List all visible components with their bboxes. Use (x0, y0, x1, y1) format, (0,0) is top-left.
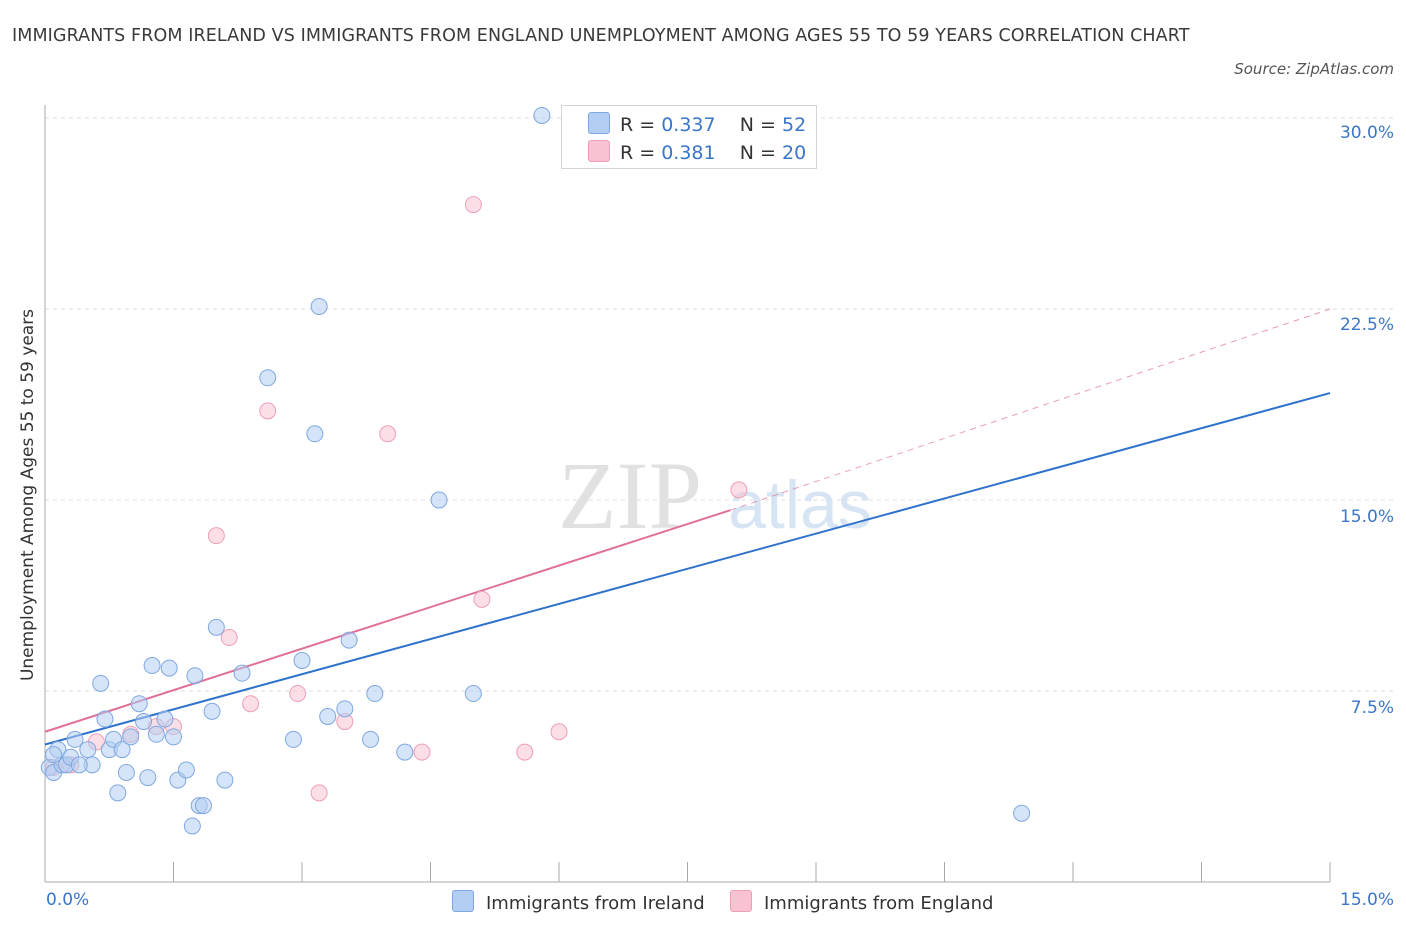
ireland-point (156, 710, 174, 728)
ireland-point (362, 730, 380, 748)
ireland-n-value: 52 (782, 114, 807, 136)
ireland-point (92, 674, 110, 692)
ireland-point (203, 702, 221, 720)
ireland-point (319, 707, 337, 725)
legend-item-ireland[interactable]: Immigrants from Ireland (452, 890, 705, 914)
legend-row-ireland: R = 0.337 N = 52 (588, 112, 806, 136)
england-point (730, 481, 748, 499)
ireland-point (45, 746, 63, 764)
england-point (550, 723, 568, 741)
ireland-point (194, 797, 212, 815)
england-point (516, 743, 534, 761)
ireland-point (117, 763, 135, 781)
england-point (413, 743, 431, 761)
england-point (473, 590, 491, 608)
england-trend-extension (730, 308, 1331, 511)
england-r-value: 0.381 (661, 142, 716, 164)
ireland-point (233, 664, 251, 682)
ireland-point (113, 741, 131, 759)
ireland-swatch (588, 112, 610, 134)
england-point (310, 784, 328, 802)
ireland-point (165, 728, 182, 746)
y-tick-label: 7.5% (1350, 698, 1394, 718)
legend-item-england[interactable]: Immigrants from England (730, 890, 993, 914)
correlation-legend: R = 0.337 N = 52 R = 0.381 N = 20 (561, 105, 817, 169)
ireland-point (430, 491, 448, 509)
ireland-trend-line (44, 392, 1331, 746)
y-tick-label: 22.5% (1339, 315, 1394, 335)
ireland-point (183, 817, 201, 835)
y-tick-label: 15.0% (1339, 507, 1394, 527)
ireland-point (464, 685, 482, 703)
ireland-point (284, 730, 302, 748)
ireland-point (66, 730, 84, 748)
chart-title: IMMIGRANTS FROM IRELAND VS IMMIGRANTS FR… (12, 26, 1190, 46)
ireland-point (216, 771, 234, 789)
ireland-point (70, 756, 88, 774)
ireland-point (186, 667, 204, 685)
ireland-point (396, 743, 414, 761)
ireland-point (259, 369, 277, 387)
england-point (207, 527, 225, 545)
ireland-point (96, 710, 114, 728)
ireland-point (147, 725, 165, 743)
ireland-point (160, 659, 178, 677)
source-label: Source: ZipAtlas.com (1234, 60, 1394, 78)
x-tick-label: 15.0% (1340, 890, 1395, 910)
watermark-zip: ZIP (558, 442, 702, 549)
ireland-point (135, 713, 153, 731)
england-n-value: 20 (782, 142, 807, 164)
ireland-point (340, 631, 358, 649)
england-point (220, 629, 238, 647)
ireland-point (79, 741, 97, 759)
england-point (379, 425, 397, 443)
ireland-point (177, 761, 195, 779)
ireland-point (139, 769, 157, 787)
england-legend-swatch (730, 890, 752, 912)
ireland-point (306, 425, 324, 443)
ireland-point (109, 784, 127, 802)
y-axis-label: Unemployment Among Ages 55 to 59 years (18, 308, 38, 682)
ireland-legend-swatch (452, 890, 474, 912)
england-point (242, 695, 260, 713)
grid-layer (45, 117, 1395, 692)
ireland-point (143, 657, 161, 675)
ireland-point (1013, 804, 1031, 822)
ireland-point (207, 618, 225, 636)
ireland-point (310, 297, 328, 315)
ireland-point (336, 700, 354, 718)
ireland-point (122, 728, 140, 746)
england-swatch (588, 140, 610, 162)
axis-layer (44, 105, 1331, 883)
england-point (289, 685, 307, 703)
ireland-point (366, 685, 384, 703)
ireland-point (293, 651, 311, 669)
points-layer (40, 106, 1031, 835)
series-legend: Immigrants from Ireland Immigrants from … (0, 890, 1406, 916)
trend-layer (44, 308, 1331, 746)
england-point (464, 196, 482, 214)
england-point (259, 402, 277, 420)
x-tick-label: 0.0% (46, 890, 90, 910)
watermark-atlas: atlas (728, 467, 872, 543)
ireland-r-value: 0.337 (661, 114, 716, 136)
ireland-point (533, 106, 551, 124)
legend-row-england: R = 0.381 N = 20 (588, 140, 806, 164)
y-tick-label: 30.0% (1339, 123, 1394, 143)
england-trend-line (44, 509, 731, 733)
ireland-point (130, 695, 148, 713)
